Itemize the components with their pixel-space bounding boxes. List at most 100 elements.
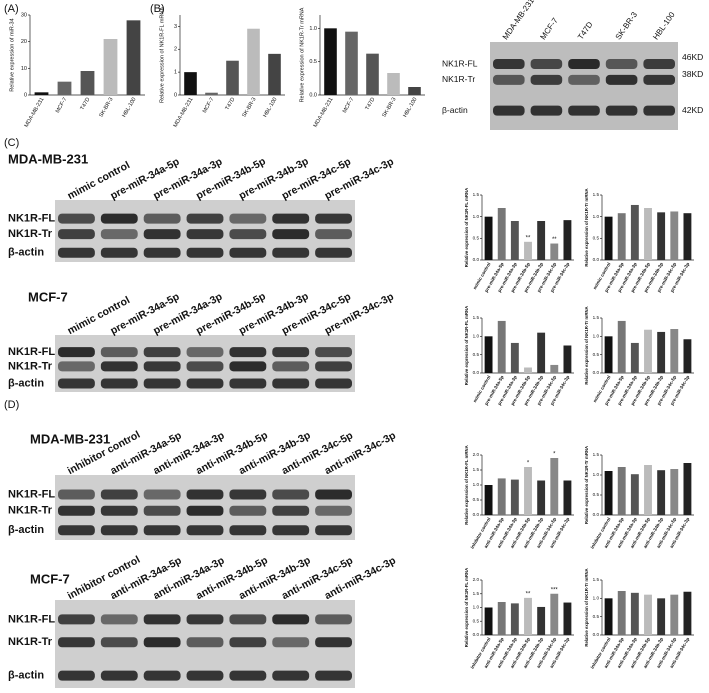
blot-title: MDA-MB-231 [8,151,88,166]
x-tick-label: MCF-7 [202,97,216,115]
y-tick-label: 0.5 [473,236,480,241]
lane-label: anti-miR-34b-3p [237,554,313,602]
y-tick-label: 1.5 [593,577,600,582]
blot-band [272,637,310,648]
row-label: NK1R-FL [8,213,55,225]
x-label-group: HBL-100 [402,97,418,119]
x-tick-label: MCF-7 [342,97,356,115]
row-label: β-actin [8,247,44,259]
blot-band [229,378,267,389]
bar [617,467,626,515]
bar [80,71,95,95]
row-label: NK1R-FL [8,488,55,500]
blot-band [229,637,267,648]
lane-label: T47D [576,20,595,41]
x-tick-label: SK-BR-3 [241,97,257,119]
blot-band [315,213,352,224]
bar [657,470,666,515]
blot-band [186,614,224,625]
row-label: NK1R-Tr [8,228,53,240]
blot-band [143,213,181,224]
lane-label: anti-miR-34b-3p [237,429,313,477]
y-tick-label: 1.5 [473,315,480,320]
bar [484,485,493,515]
x-label-group: SK-BR-3 [241,97,257,119]
blot-band [143,378,181,389]
y-tick-label: 2.0 [473,452,480,457]
blot-band [315,229,352,240]
blot-band [568,59,600,69]
lane-label: inhibitor control [66,554,143,602]
row-label: NK1R-Tr [8,360,53,372]
row-label: β-actin [8,670,44,682]
y-tick-label: 2 [174,47,177,53]
blot-band [143,525,181,536]
blot-band [272,525,310,536]
bar [34,92,49,95]
y-tick-label: 0.5 [593,614,600,619]
x-tick-label: SK-BR-3 [381,97,397,119]
y-tick-label: 1.0 [593,334,600,339]
blot-band [100,670,138,681]
bar [497,208,506,260]
row-label: β-actin [8,524,44,536]
bar [497,602,506,635]
blot-band [315,347,352,358]
x-tick-label: MDA-MB-231 [173,97,195,129]
y-label-group: Relative expression of NK1R-Tr mRNA [299,7,305,102]
bar [497,320,506,373]
blot-band [186,670,224,681]
y-axis-label: Relative expression of NK1R-FL mRNA [159,7,165,103]
bar [550,243,559,260]
blot-band [272,361,310,372]
blot-band [229,614,267,625]
bar [184,72,197,95]
y-tick-label: 1.0 [473,334,480,339]
y-tick-label: 1.0 [593,596,600,601]
x-label-group: T47D [80,97,92,112]
y-tick-label: 1.5 [593,315,600,320]
x-label-group: MCF-7 [202,97,216,115]
y-tick-label: 1.5 [473,591,480,596]
significance: ** [552,237,557,243]
y-tick-label: 1.0 [473,482,480,487]
blot-band [315,361,352,372]
blot-band [58,361,95,372]
blot-title: MDA-MB-231 [30,431,110,446]
y-tick-label: 30 [21,12,27,18]
blot-band [272,505,310,516]
blot-band [315,637,352,648]
blot-band [315,505,352,516]
x-label-group: MDA-MB-231 [313,97,335,129]
blot-band [143,670,181,681]
blot-band [58,213,95,224]
bar [226,60,239,95]
row-label: β-actin [442,105,468,115]
x-tick-label: MDA-MB-231 [313,97,335,129]
y-label-group: Relative expression of miR-34 [9,18,15,91]
lane-label: anti-miR-34b-5p [194,429,270,477]
blot-band [229,361,267,372]
y-tick-label: 1.0 [309,26,317,32]
bar [670,211,679,260]
bar [537,606,546,635]
bar [550,364,559,373]
bar [644,208,652,260]
y-label-group: Relative expression of NK1R-FL mRNA [159,7,165,103]
blot-band [143,247,181,258]
bar [563,480,572,515]
y-tick-label: 1 [174,70,177,76]
bar [345,31,358,96]
x-tick-label: T47D [80,97,92,112]
lane-label: MCF-7 [538,16,560,42]
x-label-group: T47D [365,97,377,112]
blot-band [272,614,310,625]
y-label-group: Relative expression of NK1R-FL mRNA [464,188,469,267]
bar [670,329,679,373]
bar [657,598,666,635]
lane-label: HBL-100 [651,10,677,41]
y-tick-label: 0.5 [593,352,600,357]
blot-band [58,247,95,258]
blot-band [530,105,563,116]
blot-band [229,213,267,224]
